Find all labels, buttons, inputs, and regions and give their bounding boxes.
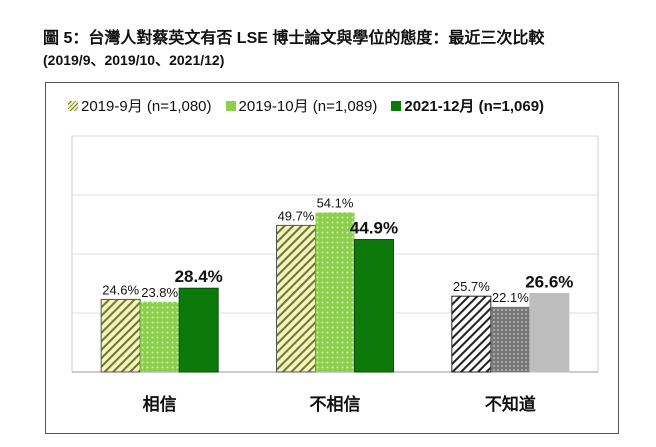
chart-title: 圖 5：台灣人對蔡英文有否 LSE 博士論文與學位的態度：最近三次比較	[43, 30, 545, 47]
legend-label: 2019-10月 (n=1,089)	[238, 98, 378, 115]
bar	[354, 239, 394, 373]
bar	[315, 212, 355, 372]
data-label: 24.6%	[102, 282, 139, 297]
bar	[140, 301, 180, 372]
bar	[276, 224, 316, 373]
data-label: 23.8%	[141, 285, 178, 300]
bar	[529, 293, 570, 373]
legend-swatch	[68, 100, 78, 111]
data-label: 54.1%	[317, 195, 354, 210]
legend-swatch	[391, 100, 402, 111]
legend-label: 2019-9月 (n=1,080)	[81, 98, 212, 115]
legend: 2019-9月 (n=1,080) 2019-10月 (n=1,089) 202…	[68, 95, 544, 116]
bar	[451, 295, 492, 373]
legend-item-2021-12: 2021-12月 (n=1,069)	[391, 95, 544, 116]
chart-subtitle: (2019/9、2019/10、2021/12)	[43, 52, 225, 68]
bar	[100, 298, 141, 373]
bar	[490, 306, 530, 372]
data-label: 22.1%	[492, 290, 529, 305]
legend-item-2019-9: 2019-9月 (n=1,080)	[68, 95, 212, 116]
bar	[178, 287, 219, 373]
chart-frame	[45, 82, 619, 434]
legend-label: 2021-12月 (n=1,069)	[404, 98, 545, 115]
legend-swatch	[225, 100, 236, 111]
data-label: 25.7%	[453, 279, 490, 294]
category-label: 相信	[143, 394, 177, 415]
category-label: 不知道	[485, 394, 536, 415]
data-label: 44.9%	[350, 219, 398, 238]
data-label: 28.4%	[175, 267, 223, 286]
data-label: 49.7%	[278, 208, 315, 223]
legend-item-2019-10: 2019-10月 (n=1,089)	[225, 95, 378, 116]
category-label: 不相信	[310, 394, 361, 415]
data-label: 26.6%	[525, 273, 573, 292]
